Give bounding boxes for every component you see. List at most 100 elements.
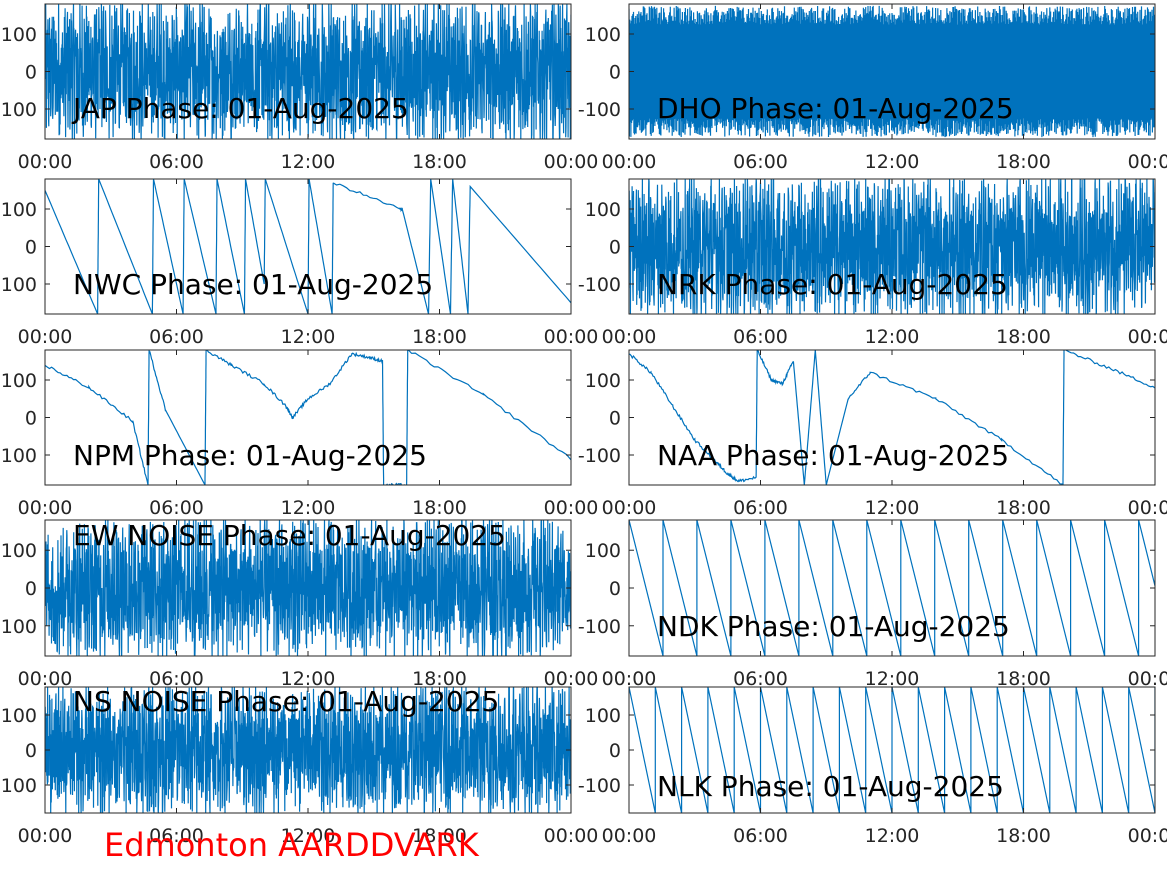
xtick-label: 12:00 [281, 497, 336, 519]
ytick-label: 0 [25, 62, 37, 84]
xtick-label: 12:00 [281, 151, 336, 173]
panel-title: NS NOISE Phase: 01-Aug-2025 [73, 685, 499, 718]
xtick-label: 06:00 [149, 825, 204, 847]
ytick-label: 100 [1, 775, 37, 797]
panel-title: EW NOISE Phase: 01-Aug-2025 [73, 519, 506, 552]
phase-trace [45, 350, 571, 485]
panel-title: NLK Phase: 01-Aug-2025 [657, 770, 1004, 803]
xtick-label: 18:00 [412, 326, 467, 348]
xtick-label: 06:00 [733, 497, 788, 519]
xtick-label: 12:00 [865, 497, 920, 519]
xtick-label: 18:00 [996, 497, 1051, 519]
xtick-label: 18:00 [412, 497, 467, 519]
xtick-label: 00:00 [1128, 825, 1167, 847]
phase-trace [629, 350, 1155, 485]
ytick-label: -100 [578, 445, 621, 467]
panel-8: 100 0 100 00:00 06:00 12:00 18:00 00:00 NS NOISE… [1, 685, 599, 847]
ytick-label: 0 [609, 408, 621, 430]
ytick-label: 100 [585, 540, 621, 562]
phase-trace [45, 687, 571, 813]
phase-trace [629, 687, 1155, 813]
ytick-label: 0 [25, 408, 37, 430]
xtick-label: 06:00 [733, 668, 788, 690]
xtick-label: 12:00 [865, 825, 920, 847]
ytick-label: 100 [1, 24, 37, 46]
xtick-label: 00:00 [18, 497, 73, 519]
ytick-label: 100 [585, 24, 621, 46]
panel-title: JAP Phase: 01-Aug-2025 [71, 92, 409, 125]
xtick-label: 00:00 [1128, 497, 1167, 519]
xtick-label: 00:00 [602, 825, 657, 847]
xtick-label: 18:00 [412, 668, 467, 690]
xtick-label: 00:00 [602, 326, 657, 348]
ytick-label: 100 [1, 199, 37, 221]
xtick-label: 00:00 [602, 668, 657, 690]
station-title: Edmonton AARDDVARK [104, 826, 479, 864]
xtick-label: 00:00 [18, 326, 73, 348]
panel-4: 100 0 100 00:00 06:00 12:00 18:00 00:00 NPM Phas… [1, 349, 599, 519]
xtick-label: 06:00 [733, 151, 788, 173]
panel-1: 100 0 -100 00:00 06:00 12:00 18:00 00:00 DHO Pha… [578, 3, 1167, 173]
xtick-label: 12:00 [281, 326, 336, 348]
ytick-label: 100 [585, 705, 621, 727]
panel-title: NAA Phase: 01-Aug-2025 [657, 439, 1009, 472]
xtick-label: 00:00 [18, 825, 73, 847]
xtick-label: 18:00 [996, 151, 1051, 173]
ytick-label: -100 [578, 616, 621, 638]
xtick-label: 00:00 [18, 668, 73, 690]
phase-trace [629, 179, 1155, 314]
xtick-label: 12:00 [865, 668, 920, 690]
panel-title: DHO Phase: 01-Aug-2025 [657, 92, 1014, 125]
panel-7: 100 0 -100 00:00 06:00 12:00 18:00 00:00 NDK Pha… [578, 519, 1167, 690]
phase-trace [45, 179, 571, 314]
panel-title: NDK Phase: 01-Aug-2025 [657, 610, 1010, 643]
ytick-label: 100 [585, 199, 621, 221]
ytick-label: 0 [25, 578, 37, 600]
ytick-label: -100 [578, 99, 621, 121]
xtick-label: 06:00 [733, 825, 788, 847]
xtick-label: 06:00 [149, 497, 204, 519]
xtick-label: 12:00 [281, 668, 336, 690]
phase-trace [45, 4, 571, 139]
xtick-label: 00:00 [544, 668, 599, 690]
xtick-label: 00:00 [544, 497, 599, 519]
ytick-label: 0 [25, 740, 37, 762]
ytick-label: 0 [609, 578, 621, 600]
ytick-label: 0 [609, 237, 621, 259]
phase-trace [45, 520, 571, 656]
ytick-label: 100 [1, 445, 37, 467]
xtick-label: 12:00 [865, 326, 920, 348]
ytick-label: 100 [1, 705, 37, 727]
panel-title: NPM Phase: 01-Aug-2025 [73, 439, 427, 472]
panel-3: 100 0 -100 00:00 06:00 12:00 18:00 00:00 NRK Pha… [578, 178, 1167, 348]
xtick-label: 00:00 [544, 151, 599, 173]
ytick-label: -100 [578, 775, 621, 797]
xtick-label: 12:00 [281, 825, 336, 847]
ytick-label: 0 [25, 237, 37, 259]
xtick-label: 00:00 [1128, 326, 1167, 348]
panel-title: NWC Phase: 01-Aug-2025 [73, 268, 433, 301]
panel-0: 100 0 100 00:00 06:00 12:00 18:00 00:00 JAP Phas… [1, 3, 599, 173]
phase-trace [629, 5, 1155, 138]
xtick-label: 00:00 [1128, 151, 1167, 173]
ytick-label: 100 [1, 370, 37, 392]
xtick-label: 18:00 [996, 326, 1051, 348]
panel-title: NRK Phase: 01-Aug-2025 [657, 268, 1008, 301]
panel-2: 100 0 100 00:00 06:00 12:00 18:00 00:00 NWC Phas… [1, 178, 599, 348]
ytick-label: 0 [609, 62, 621, 84]
xtick-label: 18:00 [412, 151, 467, 173]
ytick-label: 100 [1, 540, 37, 562]
xtick-label: 18:00 [996, 825, 1051, 847]
ytick-label: 100 [1, 616, 37, 638]
xtick-label: 12:00 [865, 151, 920, 173]
xtick-label: 00:00 [602, 497, 657, 519]
xtick-label: 06:00 [733, 326, 788, 348]
xtick-label: 00:00 [18, 151, 73, 173]
ytick-label: 100 [585, 370, 621, 392]
xtick-label: 18:00 [412, 825, 467, 847]
xtick-label: 06:00 [149, 668, 204, 690]
xtick-label: 18:00 [996, 668, 1051, 690]
xtick-label: 00:00 [544, 326, 599, 348]
